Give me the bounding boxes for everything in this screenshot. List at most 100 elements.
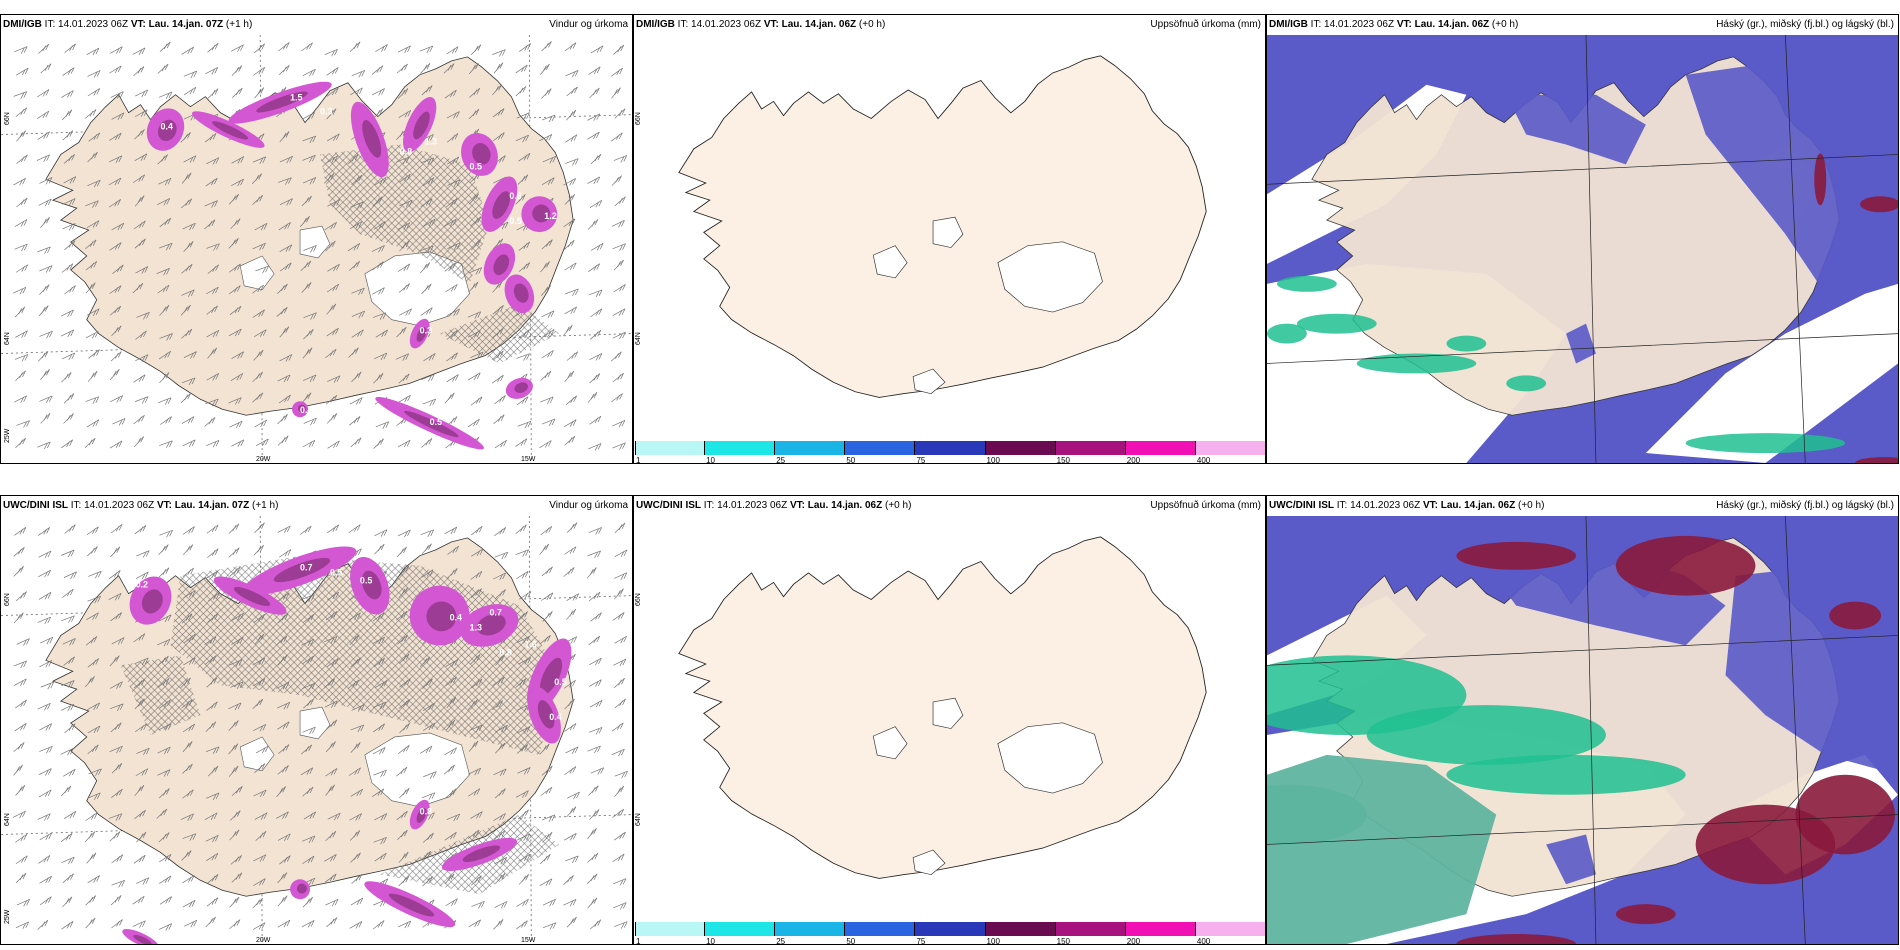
- panel-title: Uppsöfnuð úrkoma (mm): [1150, 19, 1261, 30]
- colorbar-swatch: [635, 922, 706, 936]
- panel-title: Uppsöfnuð úrkoma (mm): [1150, 500, 1261, 511]
- colorbar-swatch: [915, 441, 986, 455]
- colorbar-swatch: [1195, 441, 1265, 455]
- colorbar: 1 10 25 50 75 100 150 200 400: [635, 441, 1265, 464]
- vt-value: Lau. 14.jan. 07Z: [148, 19, 224, 30]
- glacier: [997, 241, 1103, 313]
- clear-sky-area: [1645, 283, 1898, 463]
- glacier: [364, 251, 470, 326]
- vt-value: Lau. 14.jan. 07Z: [174, 500, 250, 511]
- precip-area: [527, 686, 561, 744]
- colorbar-tick-label: 200: [1126, 456, 1141, 464]
- precip-area: [409, 585, 470, 646]
- vt-label: VT:: [130, 19, 146, 30]
- precip-area: [504, 274, 535, 314]
- high-cloud-area: [1855, 457, 1898, 463]
- precip-area: [481, 176, 518, 232]
- it-label: IT:: [1310, 19, 1322, 30]
- panel-header: UWC/DINI ISL IT: 14.01.2023 06Z VT: Lau.…: [1, 496, 632, 516]
- high-cloud-area: [1860, 196, 1898, 213]
- high-cloud-area: [1615, 535, 1756, 596]
- panel-header: DMI/IGB IT: 14.01.2023 06Z VT: Lau. 14.j…: [1267, 15, 1898, 35]
- graticule-line: [1267, 635, 1898, 666]
- precip-area: [483, 243, 516, 285]
- forecast-panel: UWC/DINI ISL IT: 14.01.2023 06Z VT: Lau.…: [1266, 495, 1899, 945]
- precip-value-label: 0.5: [330, 568, 342, 578]
- map-area: 0.2 0.7 0.5 0.5 0.4 1.3 0.7 0.8 1.6 0.5 0.4 0.8: [1, 516, 632, 944]
- forecast-panel: UWC/DINI ISL IT: 14.01.2023 06Z VT: Lau.…: [633, 495, 1266, 945]
- forecast-panel: DMI/IGB IT: 14.01.2023 06Z VT: Lau. 14.j…: [0, 14, 633, 464]
- precip-area: [213, 576, 287, 615]
- high-cloud-area: [1456, 541, 1577, 570]
- precip-value-label: 0.8: [400, 146, 412, 156]
- precip-value-label: 0.4: [549, 712, 561, 722]
- precip-value-label: 0.2: [136, 580, 148, 590]
- precip-value-label: 0.5: [470, 161, 482, 171]
- glacier: [299, 706, 331, 740]
- it-label: IT:: [677, 19, 689, 30]
- precip-value-label: 0.7: [300, 563, 312, 573]
- model-name: DMI/IGB: [636, 19, 675, 30]
- panel-run-info: DMI/IGB IT: 14.01.2023 06Z VT: Lau. 14.j…: [636, 15, 885, 35]
- colorbar-tick-label: 1: [636, 937, 641, 945]
- graticule-line: [1785, 35, 1806, 463]
- colorbar-swatch: [635, 441, 706, 455]
- precip-area: [129, 576, 172, 625]
- colorbar-tick-label: 10: [706, 456, 716, 464]
- lat-label: 25W: [4, 909, 11, 924]
- colorbar-tick-label: 10: [706, 937, 716, 945]
- lat-label: 66N: [4, 112, 11, 125]
- vt-label: VT:: [156, 500, 172, 511]
- colorbar-tick-label: 50: [846, 937, 856, 945]
- map-area: [634, 516, 1265, 924]
- forecast-panel: DMI/IGB IT: 14.01.2023 06Z VT: Lau. 14.j…: [633, 14, 1266, 464]
- lon-label: 20W: [256, 937, 271, 944]
- colorbar-tick-label: 25: [776, 456, 786, 464]
- graticule-line: [1585, 516, 1597, 944]
- vt-value: Lau. 14.jan. 06Z: [1414, 19, 1490, 30]
- colorbar-tick-label: 100: [986, 937, 1000, 945]
- colorbar-tick-label: 400: [1196, 937, 1211, 945]
- colorbar-tick-label: 1: [636, 456, 641, 464]
- precip-area: [460, 604, 519, 647]
- wind-barbs: [12, 522, 628, 931]
- precip-value-label: 1.3: [425, 136, 437, 146]
- vt-label: VT:: [789, 500, 805, 511]
- it-value: 14.01.2023 06Z: [1324, 19, 1395, 30]
- model-name: DMI/IGB: [1269, 19, 1308, 30]
- colorbar-swatch: [1055, 922, 1126, 936]
- precip-area: [505, 377, 533, 399]
- precip-value-label: 0.5: [430, 417, 442, 427]
- precip-area: [441, 837, 518, 871]
- map-area: [634, 35, 1265, 443]
- it-label: IT:: [703, 500, 715, 511]
- lat-label: 64N: [4, 332, 11, 345]
- lat-label: 64N: [635, 813, 642, 826]
- panel-header: DMI/IGB IT: 14.01.2023 06Z VT: Lau. 14.j…: [634, 15, 1265, 35]
- precip-value-label: 1.6: [524, 639, 536, 649]
- mid-cloud-area: [1446, 335, 1487, 352]
- model-name: UWC/DINI ISL: [1269, 500, 1334, 511]
- lat-label: 64N: [635, 332, 642, 345]
- colorbar-tick-label: 200: [1126, 937, 1141, 945]
- colorbar: 1 10 25 50 75 100 150 200 400: [635, 922, 1265, 945]
- map-area: [1267, 516, 1898, 944]
- mid-cloud-area: [1506, 375, 1547, 392]
- vt-label: VT:: [763, 19, 779, 30]
- high-cloud-area: [1795, 774, 1896, 855]
- vt-value: Lau. 14.jan. 06Z: [1440, 500, 1516, 511]
- panel-title: Vindur og úrkoma: [549, 500, 628, 511]
- colorbar-swatch: [1055, 441, 1126, 455]
- glacier: [872, 245, 908, 279]
- panel-title: Háský (gr.), miðský (fj.bl.) og lágský (…: [1716, 500, 1894, 511]
- mid-cloud-area: [1446, 754, 1686, 795]
- lat-label: 25W: [4, 428, 11, 443]
- forecast-offset: (+0 h): [885, 500, 912, 511]
- precip-area: [350, 101, 389, 178]
- lat-label: 66N: [4, 593, 11, 606]
- precip-value-label: 0.4: [160, 122, 172, 132]
- it-value: 14.01.2023 06Z: [58, 19, 129, 30]
- lat-label: 66N: [635, 112, 642, 125]
- precip-value-label: 1.3: [470, 622, 482, 632]
- colorbar-tick-label: 150: [1056, 456, 1071, 464]
